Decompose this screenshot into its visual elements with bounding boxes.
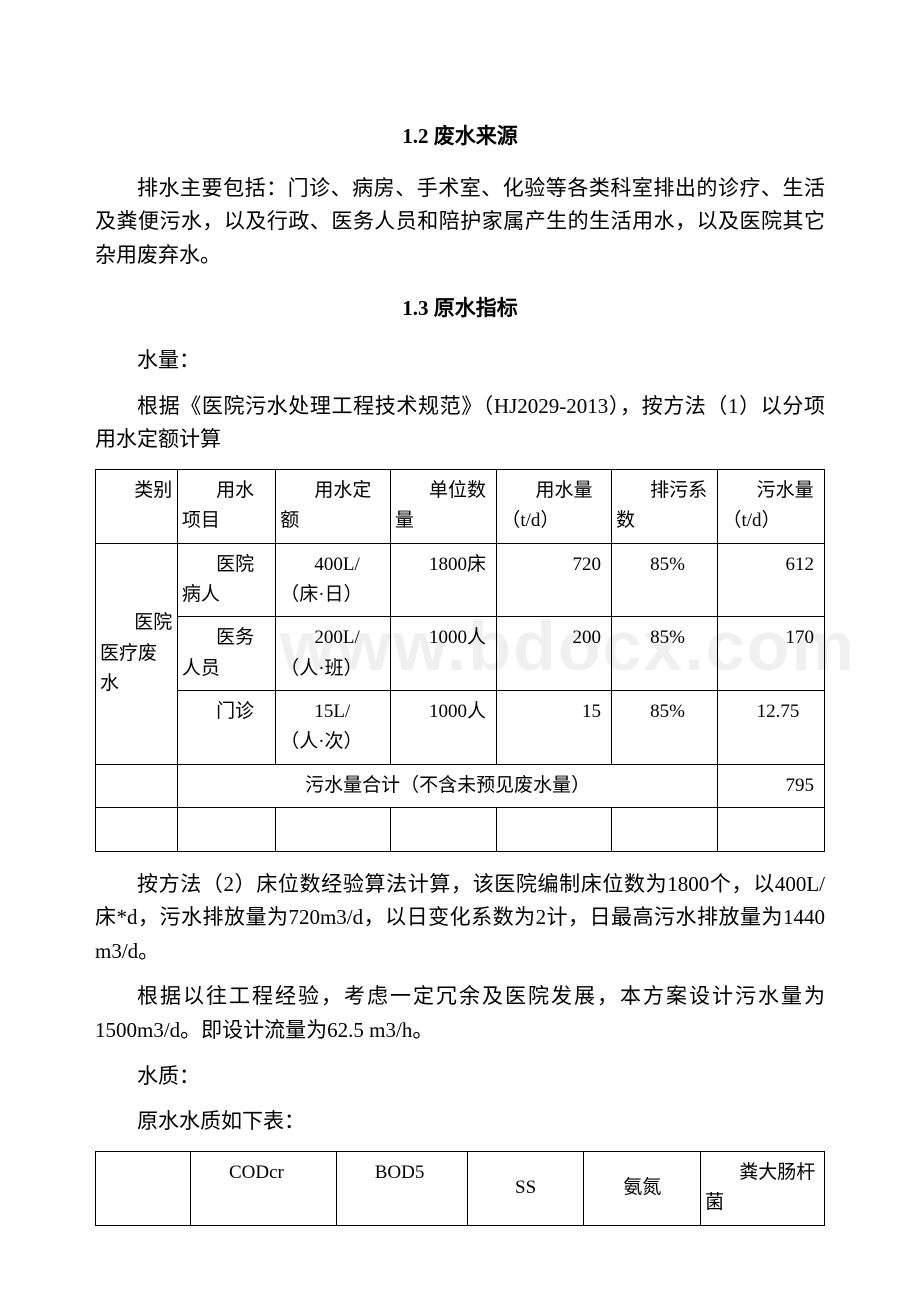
th-unit-qty: 单位数量 <box>390 469 496 543</box>
table-header-row: CODcr BOD5 SS 氨氮 粪大肠杆菌 <box>96 1151 825 1225</box>
page-content: 1.2 废水来源 排水主要包括：门诊、病房、手术室、化验等各类科室排出的诊疗、生… <box>95 120 825 1226</box>
cell: 400L/（床·日） <box>276 543 391 617</box>
th-water-usage: 用水量（t/d） <box>497 469 612 543</box>
cell: 1000人 <box>390 617 496 691</box>
th-category: 类别 <box>96 469 178 543</box>
cell: 85% <box>611 543 717 617</box>
table-row: 医务人员 200L/（人·班） 1000人 200 85% 170 <box>96 617 825 691</box>
cell: 612 <box>718 543 825 617</box>
cell-empty <box>390 808 496 851</box>
cell: 200L/（人·班） <box>276 617 391 691</box>
th-empty <box>96 1151 191 1225</box>
cell-empty <box>96 764 178 807</box>
cell-category: 医院医疗废水 <box>96 543 178 764</box>
cell: 1800床 <box>390 543 496 617</box>
th-coeff: 排污系数 <box>611 469 717 543</box>
paragraph-design-flow: 根据以往工程经验，考虑一定冗余及医院发展，本方案设计污水量为1500m3/d。即… <box>95 980 825 1047</box>
th-codcr: CODcr <box>190 1151 336 1225</box>
cell: 85% <box>611 617 717 691</box>
cell-empty <box>177 808 275 851</box>
cell-empty <box>497 808 612 851</box>
cell: 1000人 <box>390 691 496 765</box>
th-quota: 用水定额 <box>276 469 391 543</box>
cell-total-value: 795 <box>718 764 825 807</box>
th-bod5: BOD5 <box>336 1151 467 1225</box>
cell-total-label: 污水量合计（不含未预见废水量） <box>177 764 718 807</box>
paragraph-wastewater-source: 排水主要包括：门诊、病房、手术室、化验等各类科室排出的诊疗、生活及粪便污水，以及… <box>95 172 825 273</box>
cell-empty <box>276 808 391 851</box>
table-row: 门诊 15L/（人·次） 1000人 15 85% 12.75 <box>96 691 825 765</box>
heading-1-2: 1.2 废水来源 <box>95 120 825 154</box>
cell: 15L/（人·次） <box>276 691 391 765</box>
paragraph-method1: 根据《医院污水处理工程技术规范》（HJ2029-2013），按方法（1）以分项用… <box>95 390 825 457</box>
cell: 医务人员 <box>177 617 275 691</box>
th-ss: SS <box>467 1151 584 1225</box>
table-water-quality: CODcr BOD5 SS 氨氮 粪大肠杆菌 <box>95 1151 825 1226</box>
cell: 720 <box>497 543 612 617</box>
cell-empty <box>611 808 717 851</box>
heading-1-3: 1.3 原水指标 <box>95 292 825 326</box>
th-coliform: 粪大肠杆菌 <box>701 1151 825 1225</box>
th-nh3n: 氨氮 <box>584 1151 701 1225</box>
paragraph-water-volume-label: 水量： <box>95 344 825 378</box>
cell-empty <box>718 808 825 851</box>
cell: 12.75 <box>718 691 825 765</box>
paragraph-water-quality-label: 水质： <box>95 1060 825 1094</box>
table-empty-row <box>96 808 825 851</box>
cell-empty <box>96 808 178 851</box>
table-row: 医院医疗废水 医院病人 400L/（床·日） 1800床 720 85% 612 <box>96 543 825 617</box>
cell: 200 <box>497 617 612 691</box>
paragraph-method2: 按方法（2）床位数经验算法计算，该医院编制床位数为1800个，以400L/床*d… <box>95 868 825 969</box>
cell: 门诊 <box>177 691 275 765</box>
table-total-row: 污水量合计（不含未预见废水量） 795 <box>96 764 825 807</box>
table-water-quota: 类别 用水项目 用水定额 单位数量 用水量（t/d） 排污系数 污水量（t/d）… <box>95 469 825 852</box>
th-item: 用水项目 <box>177 469 275 543</box>
th-sewage: 污水量（t/d） <box>718 469 825 543</box>
cell: 医院病人 <box>177 543 275 617</box>
cell: 15 <box>497 691 612 765</box>
paragraph-raw-water-quality: 原水水质如下表： <box>95 1105 825 1139</box>
cell: 85% <box>611 691 717 765</box>
table-header-row: 类别 用水项目 用水定额 单位数量 用水量（t/d） 排污系数 污水量（t/d） <box>96 469 825 543</box>
cell: 170 <box>718 617 825 691</box>
